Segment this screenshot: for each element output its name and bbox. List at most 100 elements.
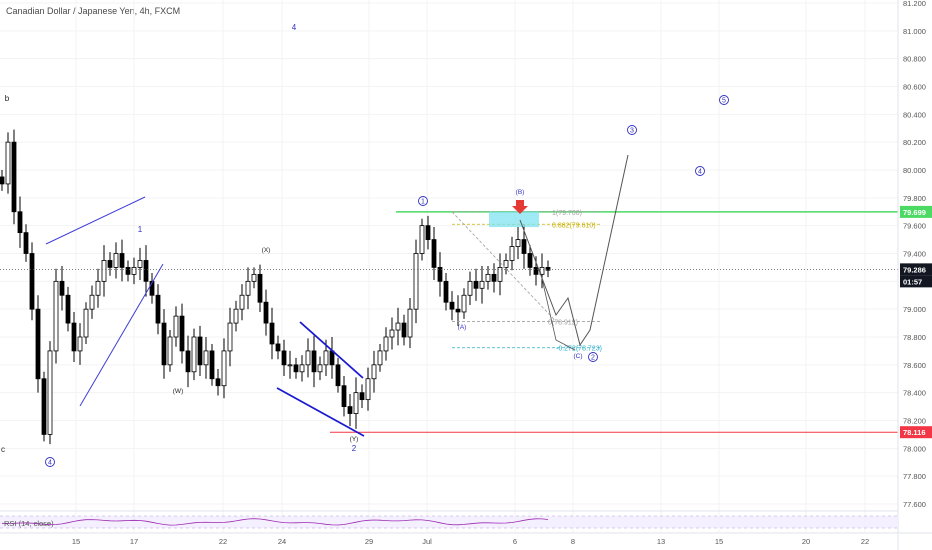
wave-label: (W) — [173, 388, 183, 395]
rsi-line — [1, 518, 549, 526]
time-tick-label: 22 — [861, 537, 869, 546]
candle-body — [149, 280, 155, 296]
price-axis: 81.200 81.000 80.800 80.600 80.400 80.200 80.0… — [897, 0, 932, 550]
candle-body — [197, 336, 203, 366]
target-zone — [489, 211, 539, 228]
candle-body — [5, 141, 11, 185]
candle-body — [527, 253, 533, 268]
candle-body — [77, 336, 83, 352]
time-tick-label: 15 — [72, 537, 80, 546]
candle-body — [0, 176, 5, 185]
wave-label: 1 — [421, 199, 425, 206]
candlestick-series — [0, 129, 551, 445]
price-badge-label: 01:57 — [903, 277, 922, 286]
candle-body — [29, 253, 35, 310]
price-tick-label: 78.800 — [903, 333, 926, 342]
candle-body — [113, 253, 119, 268]
candle-body — [467, 280, 473, 296]
candle-body — [191, 336, 197, 373]
wave-label-circle — [45, 457, 55, 467]
fib-level-label: 0(78.912) — [548, 319, 578, 326]
down-arrow-icon — [512, 200, 528, 214]
candle-body — [155, 294, 161, 324]
wedge-upper-line — [45, 196, 146, 245]
candle-body — [221, 350, 227, 387]
wave-label: 2 — [591, 355, 595, 362]
wave-label: 5 — [722, 98, 726, 105]
drawing-overlays: 1(79.700) 0.882(79.610) 0(78.912) -0.272(78… — [0, 154, 898, 437]
candle-body — [287, 364, 293, 367]
price-badge — [900, 263, 932, 276]
candle-body — [47, 350, 53, 435]
candle-body — [173, 315, 179, 338]
candle-body — [455, 308, 461, 313]
candle-body — [101, 260, 107, 282]
candle-body — [515, 239, 521, 247]
candle-body — [179, 315, 185, 352]
candle-body — [185, 350, 191, 373]
candle-body — [17, 211, 23, 234]
wave-label-circle — [695, 166, 705, 176]
candle-body — [371, 364, 377, 380]
candle-body — [395, 322, 401, 331]
candle-body — [389, 329, 395, 338]
price-tick-label: 77.600 — [903, 500, 926, 509]
candle-body — [227, 322, 233, 352]
price-tick-label: 80.000 — [903, 166, 926, 175]
candle-body — [23, 232, 29, 254]
price-badge-label: 79.286 — [903, 265, 926, 274]
price-tick-label: 78.000 — [903, 444, 926, 453]
time-tick-label: 13 — [657, 537, 665, 546]
wave-label: (B) — [516, 189, 525, 196]
candle-body — [473, 280, 479, 289]
candle-body — [269, 322, 275, 345]
candle-body — [419, 225, 425, 254]
candle-body — [293, 364, 299, 373]
candle-body — [143, 260, 149, 282]
price-tick-label: 79.800 — [903, 194, 926, 203]
wave-label: (X) — [262, 247, 271, 254]
candle-body — [257, 273, 263, 303]
candle-body — [383, 336, 389, 352]
candle-body — [545, 267, 551, 271]
candle-body — [347, 406, 353, 414]
candle-body — [521, 239, 527, 254]
fib-level-label: -0.272(78.723) — [556, 346, 602, 353]
candle-body — [161, 322, 167, 366]
candle-body — [491, 273, 497, 282]
price-tick-label: 80.800 — [903, 55, 926, 64]
price-tick-label: 81.000 — [903, 27, 926, 36]
price-tick-label: 79.000 — [903, 305, 926, 314]
candle-body — [125, 267, 131, 275]
price-tick-label: 81.200 — [903, 0, 926, 8]
candle-body — [461, 294, 467, 313]
candle-body — [377, 350, 383, 366]
candle-body — [335, 364, 341, 387]
candle-body — [479, 280, 485, 289]
candle-body — [59, 280, 65, 296]
wave-label: 3 — [630, 128, 634, 135]
candle-body — [413, 253, 419, 310]
candle-body — [89, 294, 95, 310]
candle-body — [305, 350, 311, 366]
candle-body — [137, 260, 143, 268]
projected-wave-path — [519, 154, 629, 347]
candle-body — [275, 343, 281, 352]
price-tick-label: 80.600 — [903, 83, 926, 92]
rsi-panel — [0, 510, 898, 529]
price-badge — [900, 426, 932, 439]
wave-label-circle — [627, 125, 637, 135]
candle-body — [533, 267, 539, 275]
candle-body — [263, 301, 269, 324]
wave-label: 4 — [292, 23, 297, 32]
time-tick-label: 20 — [802, 537, 810, 546]
rsi-label: RSI (14, close) — [4, 519, 54, 528]
candle-body — [407, 308, 413, 338]
time-tick-label: 6 — [513, 537, 517, 546]
candle-body — [245, 280, 251, 296]
fib-level-label: 0.882(79.610) — [552, 222, 596, 229]
price-tick-label: 78.400 — [903, 389, 926, 398]
wave-label: 4 — [698, 169, 702, 176]
price-tick-label: 78.200 — [903, 417, 926, 426]
